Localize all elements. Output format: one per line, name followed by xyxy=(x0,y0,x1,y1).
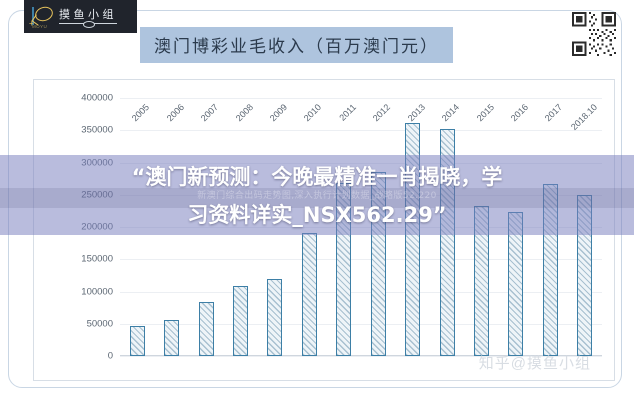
bar xyxy=(267,278,283,356)
y-axis-tick-label: 0 xyxy=(107,350,113,362)
x-axis-tick-label: 2012 xyxy=(371,102,393,124)
x-axis-tick-label: 2009 xyxy=(267,102,289,124)
brand-logo: + MOYU 摸鱼小组 xyxy=(24,0,137,33)
logo-divider xyxy=(59,21,117,28)
zhihu-watermark: 知乎@摸鱼小组 xyxy=(478,355,591,372)
logo-label: 摸鱼小组 xyxy=(59,9,117,21)
y-gridline xyxy=(120,291,602,293)
y-axis-tick-label: 400000 xyxy=(81,92,113,104)
x-axis-tick-label: 2017 xyxy=(543,102,565,124)
y-gridline xyxy=(120,356,602,357)
overlay-headline-line2: 习资料详实_NSX562.29” xyxy=(187,203,447,227)
y-axis-tick-label: 100000 xyxy=(81,286,113,297)
bar xyxy=(508,212,524,356)
bar xyxy=(164,319,180,356)
y-gridline xyxy=(120,98,602,99)
bar xyxy=(198,302,214,356)
overlay-band xyxy=(0,155,634,235)
y-axis-tick-label: 350000 xyxy=(81,124,113,136)
x-axis-tick-label: 2006 xyxy=(164,102,186,124)
bar xyxy=(301,233,317,356)
y-gridline xyxy=(120,323,602,325)
x-axis-line xyxy=(120,355,602,356)
y-axis-tick-label: 50000 xyxy=(86,318,113,330)
bar xyxy=(577,194,593,356)
faint-watermark-text: 新澳门综合出码走势图,深入执行计划数据_战略版52.220 xyxy=(197,191,437,201)
bar xyxy=(129,325,145,356)
overlay-headline: “澳门新预测：今晚最精准一肖揭晓，学 习资料详实_NSX562.29” xyxy=(0,158,634,234)
qr-code-icon xyxy=(572,12,616,56)
x-axis-tick-label: 2005 xyxy=(130,102,152,124)
x-axis-tick-label: 2007 xyxy=(198,102,221,124)
x-axis-tick-label: 2015 xyxy=(474,102,496,124)
x-axis-tick-label: 2016 xyxy=(508,102,530,124)
bar xyxy=(233,285,248,356)
y-axis-tick-label: 150000 xyxy=(81,253,113,265)
x-axis-tick-label: 2008 xyxy=(233,102,255,124)
x-axis-tick-label: 2011 xyxy=(337,102,358,123)
chart-title: 澳门博彩业毛收入（百万澳门元） xyxy=(140,27,453,63)
bar xyxy=(474,206,489,356)
fish-logo-icon: + MOYU xyxy=(29,4,55,30)
y-gridline xyxy=(120,259,602,261)
logo-sub-text: MOYU xyxy=(32,23,48,29)
x-axis-tick-label: 2010 xyxy=(302,102,324,124)
y-gridline xyxy=(120,130,602,132)
overlay-headline-line1: “澳门新预测：今晚最精准一肖揭晓，学 xyxy=(131,165,503,189)
x-axis-tick-label: 2018.10 xyxy=(568,102,599,133)
